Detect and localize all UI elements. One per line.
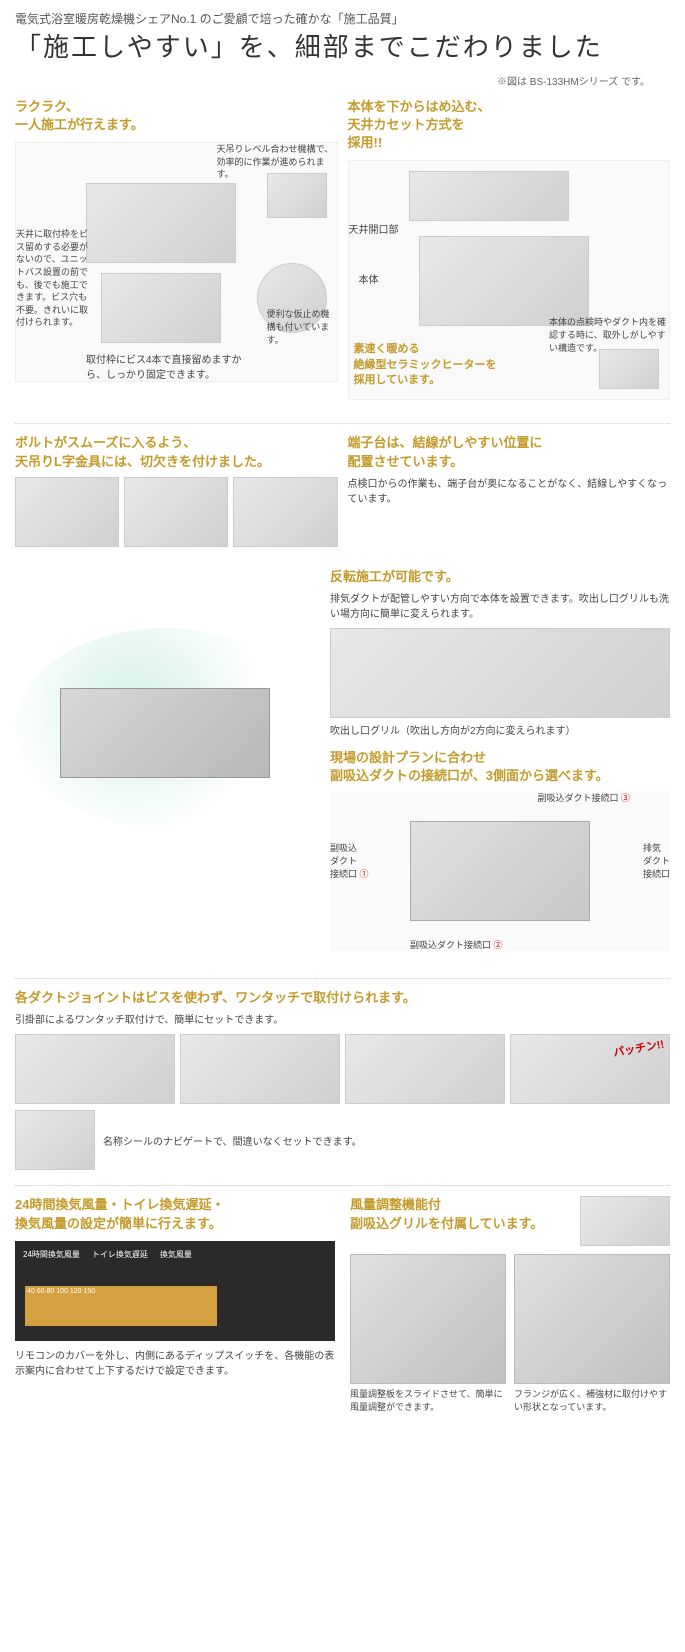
divider xyxy=(15,978,670,979)
callout-temp-hold: 便利な仮止め機構も付いています。 xyxy=(267,308,337,346)
subtitle: 電気式浴室暖房乾燥機シェアNo.1 のご愛顧で培った確かな「施工品質」 xyxy=(15,10,670,27)
seal-image xyxy=(15,1110,95,1170)
onetouch-image-3 xyxy=(345,1034,505,1104)
onetouch-images: パッチン!! xyxy=(15,1034,670,1104)
feature-title-reverse: 反転施工が可能です。 xyxy=(330,568,670,586)
section-4: 各ダクトジョイントはビスを使わず、ワンタッチで取付けられます。 引掛部によるワン… xyxy=(0,989,685,1170)
section-2-right: 端子台は、結線がしやすい位置に 配置させています。 点検口からの作業も、端子台が… xyxy=(348,434,671,552)
dip-header-3: 換気風量 xyxy=(160,1249,192,1260)
grill-label: 吹出し口グリル（吹出し方向が2方向に変えられます） xyxy=(330,722,670,737)
bolt-image-2 xyxy=(124,477,228,547)
model-note: ※図は BS-133HMシリーズ です。 xyxy=(15,73,670,88)
duct-label-bottom: 副吸込ダクト接続口 ② xyxy=(410,938,503,951)
main-unit-image xyxy=(419,236,589,326)
reverse-image xyxy=(330,628,670,718)
grill-product-image xyxy=(580,1196,670,1246)
onetouch-image-4: パッチン!! xyxy=(510,1034,670,1104)
divider xyxy=(15,423,670,424)
section-1: ラクラク、 一人施工が行えます。 天吊りレベル合わせ機構で、効率的に作業が進めら… xyxy=(0,98,685,409)
divider xyxy=(15,1185,670,1186)
feature-title-24h: 24時間換気風量・トイレ換気遅延・ 換気風量の設定が簡単に行えます。 xyxy=(15,1196,335,1232)
label-body: 本体 xyxy=(359,271,379,286)
terminal-desc: 点検口からの作業も、端子台が奥になることがなく、結線しやすくなっています。 xyxy=(348,477,671,507)
bolt-image-1 xyxy=(15,477,119,547)
feature-reverse: 反転施工が可能です。 排気ダクトが配管しやすい方向で本体を設置できます。吹出し口… xyxy=(330,568,670,737)
main-title: 「施工しやすい」を、細部までこだわりました xyxy=(15,31,670,65)
feature-title-duct: 現場の設計プランに合わせ 副吸込ダクトの接続口が、3側面から選べます。 xyxy=(330,749,670,785)
product-main-area xyxy=(15,568,315,964)
dip-header-1: 24時間換気風量 xyxy=(23,1249,80,1260)
reverse-desc: 排気ダクトが配管しやすい方向で本体を設置できます。吹出し口グリルも洗い場方向に簡… xyxy=(330,592,670,622)
feature-title-onetouch: 各ダクトジョイントはビスを使わず、ワンタッチで取付けられます。 xyxy=(15,989,670,1007)
feature-title-easy-install: ラクラク、 一人施工が行えます。 xyxy=(15,98,338,134)
grill-images: 風量調整板をスライドさせて、簡単に風量調整ができます。 フランジが広く、補強材に… xyxy=(350,1254,670,1413)
feature-title-terminal: 端子台は、結線がしやすい位置に 配置させています。 xyxy=(348,434,671,470)
bolt-images xyxy=(15,477,338,547)
callout-no-screws: 天井に取付枠をビス留めする必要がないので、ユニットバス設置の前でも、後でも施工で… xyxy=(16,228,88,329)
seal-caption: 名称シールのナビゲートで、間違いなくセットできます。 xyxy=(103,1133,362,1148)
feature-title-bolt: ボルトがスムーズに入るよう、 天吊りL字金具には、切欠きを付けました。 xyxy=(15,434,338,470)
level-detail-image xyxy=(267,173,327,218)
dip-header-2: トイレ換気遅延 xyxy=(92,1249,148,1260)
ceiling-frame-image xyxy=(86,183,236,263)
onetouch-desc: 引掛部によるワンタッチ取付けで、簡単にセットできます。 xyxy=(15,1013,670,1028)
section-2: ボルトがスムーズに入るよう、 天吊りL字金具には、切欠きを付けました。 端子台は… xyxy=(0,434,685,552)
onetouch-image-2 xyxy=(180,1034,340,1104)
product-hero-image xyxy=(15,628,315,828)
section-1-right: 本体を下からはめ込む、 天井カセット方式を 採用!! 天井開口部 本体 本体の点… xyxy=(348,98,671,409)
label-opening: 天井開口部 xyxy=(349,221,399,236)
dip-switch-panel: 24時間換気風量 トイレ換気遅延 換気風量 40 60 80 100 120 1… xyxy=(15,1241,335,1341)
dip-desc: リモコンのカバーを外し、内側にあるディップスイッチを、各機能の表示案内に合わせて… xyxy=(15,1349,335,1379)
page-container: 電気式浴室暖房乾燥機シェアNo.1 のご愛顧で培った確かな「施工品質」 「施工し… xyxy=(0,0,685,1439)
ceiling-opening-image xyxy=(409,171,569,221)
grill-col-2: フランジが広く、補強材に取付けやすい形状となっています。 xyxy=(514,1254,670,1413)
grill-col-1: 風量調整板をスライドさせて、簡単に風量調整ができます。 xyxy=(350,1254,506,1413)
duct-box-graphic xyxy=(410,821,590,921)
header: 電気式浴室暖房乾燥機シェアNo.1 のご愛顧で培った確かな「施工品質」 「施工し… xyxy=(0,10,685,98)
grill-image-2 xyxy=(514,1254,670,1384)
feature-duct: 現場の設計プランに合わせ 副吸込ダクトの接続口が、3側面から選べます。 副吸込ダ… xyxy=(330,749,670,951)
bolt-image-3 xyxy=(233,477,337,547)
section-5-left: 24時間換気風量・トイレ換気遅延・ 換気風量の設定が簡単に行えます。 24時間換… xyxy=(15,1196,335,1413)
grill-caption-1: 風量調整板をスライドさせて、簡単に風量調整ができます。 xyxy=(350,1388,506,1413)
grill-caption-2: フランジが広く、補強材に取付けやすい形状となっています。 xyxy=(514,1388,670,1413)
install-diagram: 天吊りレベル合わせ機構で、効率的に作業が進められます。 天井に取付枠をビス留めす… xyxy=(15,142,338,382)
caption-screws: 取付枠にビス4本で直接留めますから、しっかり固定できます。 xyxy=(86,351,256,381)
dip-values: 40 60 80 100 120 150 xyxy=(25,1286,217,1297)
section-1-left: ラクラク、 一人施工が行えます。 天吊りレベル合わせ機構で、効率的に作業が進めら… xyxy=(15,98,338,409)
grill-image-1 xyxy=(350,1254,506,1384)
duct-diagram: 副吸込ダクト接続口 ③ 副吸込 ダクト 接続口 ① 排気 ダクト 接続口 副吸込… xyxy=(330,791,670,951)
product-device-graphic xyxy=(60,688,270,778)
section-5-right: 風量調整機能付 副吸込グリルを付属しています。 風量調整板をスライドさせて、簡単… xyxy=(350,1196,670,1413)
section-2-left: ボルトがスムーズに入るよう、 天吊りL字金具には、切欠きを付けました。 xyxy=(15,434,338,552)
duct-label-right: 排気 ダクト 接続口 xyxy=(643,841,670,880)
section-3: 反転施工が可能です。 排気ダクトが配管しやすい方向で本体を設置できます。吹出し口… xyxy=(0,568,685,964)
duct-label-top: 副吸込ダクト接続口 ③ xyxy=(537,791,630,804)
duct-label-left: 副吸込 ダクト 接続口 ① xyxy=(330,841,369,880)
unit-image xyxy=(101,273,221,343)
section-5: 24時間換気風量・トイレ換気遅延・ 換気風量の設定が簡単に行えます。 24時間換… xyxy=(0,1196,685,1413)
dip-panel-graphic: 40 60 80 100 120 150 xyxy=(25,1286,217,1326)
pachin-label: パッチン!! xyxy=(612,1036,665,1061)
heater-note: 素速く暖める 絶縁型セラミックヒーターを 採用しています。 xyxy=(354,342,497,388)
heater-image xyxy=(599,349,659,389)
onetouch-image-1 xyxy=(15,1034,175,1104)
feature-title-grill: 風量調整機能付 副吸込グリルを付属しています。 xyxy=(350,1196,572,1232)
side-features: 反転施工が可能です。 排気ダクトが配管しやすい方向で本体を設置できます。吹出し口… xyxy=(330,568,670,964)
feature-title-cassette: 本体を下からはめ込む、 天井カセット方式を 採用!! xyxy=(348,98,671,153)
cassette-diagram: 天井開口部 本体 本体の点検時やダクト内を確認する時に、取外しがしやすい構造です… xyxy=(348,160,671,400)
